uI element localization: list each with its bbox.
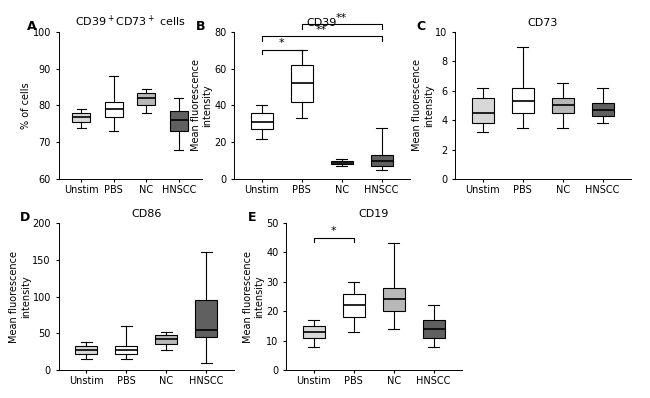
Text: B: B	[196, 20, 205, 33]
PathPatch shape	[115, 346, 137, 354]
PathPatch shape	[170, 111, 188, 131]
Text: *: *	[279, 38, 285, 48]
PathPatch shape	[195, 300, 217, 337]
Title: CD39: CD39	[307, 18, 337, 28]
PathPatch shape	[331, 161, 353, 164]
Text: **: **	[336, 13, 347, 23]
PathPatch shape	[155, 335, 177, 344]
Title: CD86: CD86	[131, 209, 161, 219]
PathPatch shape	[303, 326, 325, 338]
Title: CD73: CD73	[528, 18, 558, 28]
Text: E: E	[248, 211, 256, 224]
PathPatch shape	[75, 346, 98, 354]
Y-axis label: Mean fluorescence
intensity: Mean fluorescence intensity	[9, 250, 31, 343]
Title: CD39$^+$CD73$^+$ cells: CD39$^+$CD73$^+$ cells	[75, 14, 185, 29]
Text: D: D	[20, 211, 30, 224]
PathPatch shape	[105, 102, 123, 117]
PathPatch shape	[343, 294, 365, 317]
PathPatch shape	[472, 98, 494, 123]
Y-axis label: Mean fluorescence
intensity: Mean fluorescence intensity	[191, 59, 213, 152]
Text: A: A	[27, 20, 36, 33]
Title: CD19: CD19	[359, 209, 389, 219]
Y-axis label: % of cells: % of cells	[21, 82, 31, 129]
PathPatch shape	[422, 320, 445, 338]
PathPatch shape	[291, 65, 313, 102]
PathPatch shape	[383, 288, 405, 311]
PathPatch shape	[137, 93, 155, 105]
Y-axis label: Mean fluorescence
intensity: Mean fluorescence intensity	[243, 250, 265, 343]
PathPatch shape	[592, 103, 614, 116]
Text: C: C	[417, 20, 426, 33]
Text: **: **	[316, 25, 328, 35]
PathPatch shape	[370, 155, 393, 166]
PathPatch shape	[552, 98, 574, 113]
Y-axis label: Mean fluorescence
intensity: Mean fluorescence intensity	[412, 59, 434, 152]
Text: *: *	[331, 226, 337, 236]
PathPatch shape	[251, 113, 273, 129]
PathPatch shape	[72, 113, 90, 122]
PathPatch shape	[512, 88, 534, 113]
